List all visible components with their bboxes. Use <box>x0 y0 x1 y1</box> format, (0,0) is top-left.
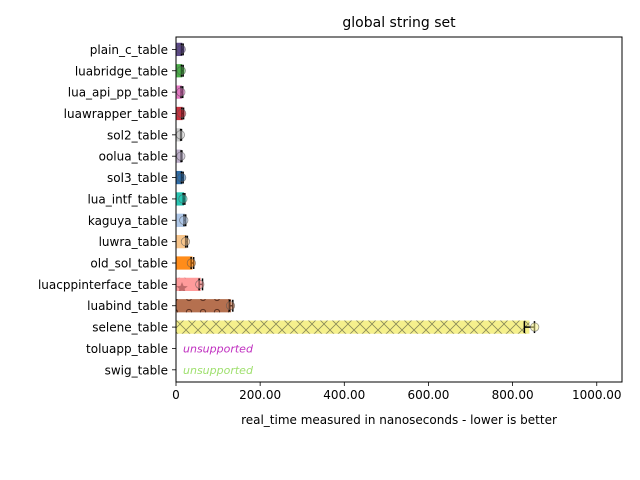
y-tick-label-lua-api-pp-table: lua_api_pp_table <box>68 86 168 100</box>
x-tick-label-2: 400.00 <box>323 388 365 402</box>
y-tick-label-kaguya-table: kaguya_table <box>88 214 168 228</box>
unsupported-label-swig-table: unsupported <box>183 364 254 377</box>
x-tick-label-1: 200.00 <box>239 388 281 402</box>
y-tick-label-luawrapper-table: luawrapper_table <box>64 107 168 121</box>
y-tick-label-toluapp-table: toluapp_table <box>86 342 168 356</box>
sample-point-selene-table <box>530 322 540 332</box>
unsupported-label-toluapp-table: unsupported <box>183 342 254 355</box>
y-tick-label-luacppinterface-table: luacppinterface_table <box>38 278 168 292</box>
sample-point-plain-c-table <box>176 44 186 54</box>
y-tick-label-luwra-table: luwra_table <box>99 235 168 249</box>
y-tick-label-old-sol-table: old_sol_table <box>90 257 168 271</box>
sample-point-lua-intf-table <box>178 194 188 204</box>
chart-title: global string set <box>342 15 456 31</box>
sample-point-kaguya-table <box>179 215 189 225</box>
y-tick-label-oolua-table: oolua_table <box>99 150 168 164</box>
sample-point-luwra-table <box>180 237 191 247</box>
x-axis-label: real_time measured in nanoseconds - lowe… <box>241 413 557 427</box>
bar-hatch-selene-table <box>176 320 530 334</box>
x-tick-label-3: 600.00 <box>407 388 449 402</box>
x-tick-label-0: 0 <box>172 388 180 402</box>
y-tick-label-sol2-table: sol2_table <box>107 128 168 142</box>
y-tick-label-selene-table: selene_table <box>92 321 168 335</box>
plot-frame <box>175 36 623 383</box>
y-tick-label-luabind-table: luabind_table <box>87 299 168 313</box>
y-tick-label-plain-c-table: plain_c_table <box>90 43 168 57</box>
sample-point-luabridge-table <box>176 66 186 76</box>
sample-point-old-sol-table <box>186 258 196 268</box>
y-tick-label-swig-table: swig_table <box>105 363 168 377</box>
sample-point-lua-api-pp-table <box>176 87 186 97</box>
sample-point-luacppinterface-table <box>195 279 205 289</box>
sample-point-luawrapper-table <box>177 108 187 119</box>
sample-point-oolua-table <box>176 151 186 161</box>
x-tick-label-4: 800.00 <box>492 388 534 402</box>
y-tick-label-sol3-table: sol3_table <box>107 171 168 185</box>
y-tick-label-luabridge-table: luabridge_table <box>75 64 168 78</box>
y-tick-label-lua-intf-table: lua_intf_table <box>87 192 168 206</box>
x-tick-label-5: 1000.00 <box>572 388 622 402</box>
sample-point-luabind-table <box>225 301 236 311</box>
sample-point-sol3-table <box>177 172 187 183</box>
bar-hatch-luacppinterface-table <box>176 277 201 291</box>
bar-hatch-luabind-table <box>176 299 232 313</box>
sample-point-sol2-table <box>175 130 186 140</box>
